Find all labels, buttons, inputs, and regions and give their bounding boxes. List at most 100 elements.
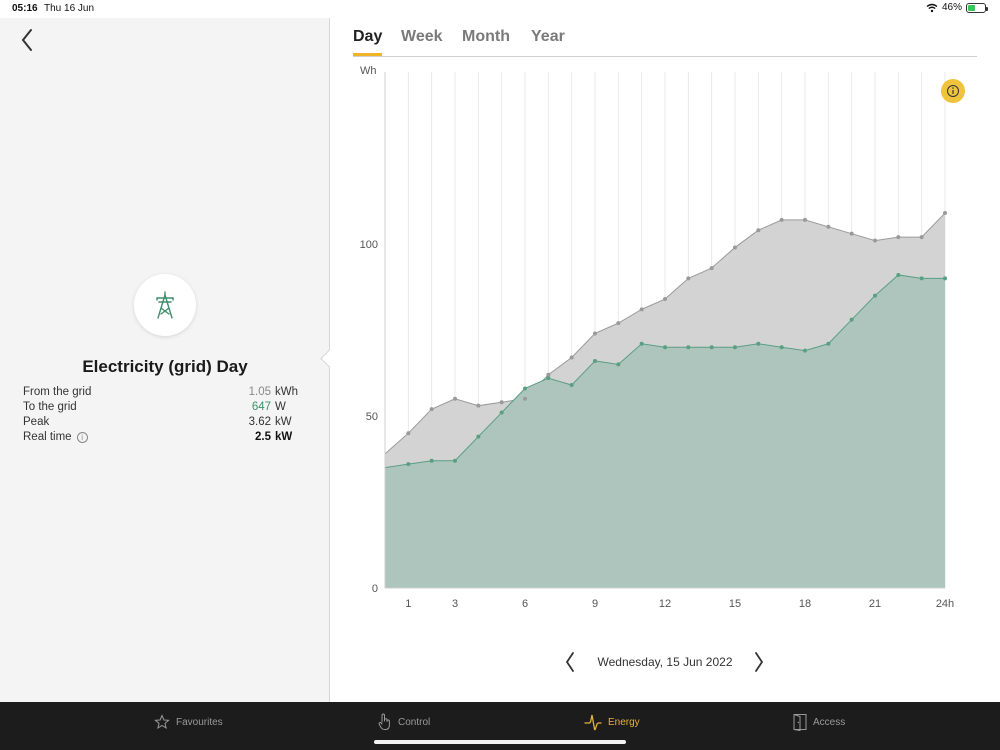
stat-value: 647 bbox=[251, 401, 271, 413]
device-icon-badge bbox=[134, 274, 196, 336]
stat-to-grid: To the grid 647 W bbox=[23, 401, 298, 416]
series-1-point bbox=[943, 276, 947, 281]
stat-from-grid: From the grid 1.05 kWh bbox=[23, 386, 298, 401]
y-tick-label: 100 bbox=[360, 239, 378, 251]
battery-charging-icon bbox=[966, 2, 988, 13]
stat-label: Peak bbox=[23, 416, 50, 428]
device-title: Electricity (grid) Day bbox=[82, 357, 248, 376]
series-0-point bbox=[779, 217, 784, 222]
x-tick-label: 24h bbox=[936, 598, 954, 610]
series-1-point bbox=[406, 462, 411, 467]
x-tick-label: 1 bbox=[405, 598, 411, 610]
star-icon bbox=[154, 714, 170, 730]
back-button[interactable] bbox=[16, 26, 40, 54]
series-0-point bbox=[756, 228, 761, 233]
tab-month[interactable]: Month bbox=[462, 28, 510, 45]
door-icon bbox=[793, 714, 807, 731]
series-0-point bbox=[686, 276, 691, 281]
status-indicators: 46% bbox=[926, 2, 988, 13]
series-1-point bbox=[849, 317, 854, 322]
tabbar-control[interactable]: Control bbox=[378, 712, 430, 732]
tabbar-access[interactable]: Access bbox=[793, 712, 845, 732]
current-date: Wednesday, 15 Jun 2022 bbox=[597, 655, 733, 669]
series-0-point bbox=[733, 245, 737, 250]
x-tick-label: 15 bbox=[729, 598, 741, 610]
tabbar-label: Access bbox=[813, 716, 846, 728]
stat-peak: Peak 3.62 kW bbox=[23, 416, 298, 431]
stat-value: 1.05 bbox=[248, 386, 271, 398]
series-1-point bbox=[429, 458, 434, 463]
info-icon[interactable] bbox=[941, 79, 965, 103]
series-1-point bbox=[453, 458, 457, 463]
status-bar: 05:16 Thu 16 Jun 46% bbox=[0, 0, 1000, 18]
series-1-point bbox=[499, 410, 504, 415]
x-tick-label: 6 bbox=[522, 598, 528, 610]
x-tick-label: 18 bbox=[799, 598, 811, 610]
stat-label: To the grid bbox=[23, 401, 77, 413]
tabbar-energy[interactable]: Energy bbox=[584, 712, 640, 732]
next-day-button[interactable] bbox=[751, 650, 767, 674]
series-1-point bbox=[756, 341, 761, 346]
chevron-left-icon bbox=[21, 29, 32, 51]
series-1-point bbox=[523, 386, 527, 391]
tabbar-favourites[interactable]: Favourites bbox=[154, 712, 223, 732]
chevron-right-icon bbox=[755, 652, 764, 672]
battery-percent: 46% bbox=[941, 2, 962, 13]
status-time: 05:16 bbox=[12, 3, 38, 14]
stat-unit: kW bbox=[275, 416, 292, 428]
series-0-point bbox=[616, 321, 621, 326]
series-1-point bbox=[639, 341, 644, 346]
chevron-left-icon bbox=[565, 652, 574, 672]
series-1-point bbox=[663, 345, 667, 350]
y-axis-label: Wh bbox=[360, 65, 377, 77]
series-0-point bbox=[429, 407, 434, 412]
tab-year[interactable]: Year bbox=[531, 28, 565, 45]
tabbar-label: Control bbox=[398, 716, 431, 728]
x-tick-label: 21 bbox=[869, 598, 881, 610]
series-1-point bbox=[569, 383, 574, 388]
stat-unit: kW bbox=[275, 431, 293, 443]
hand-touch-icon bbox=[378, 713, 390, 730]
series-0-point bbox=[406, 431, 411, 436]
series-1-point bbox=[919, 276, 924, 281]
battery-level bbox=[968, 4, 976, 11]
series-0-point bbox=[873, 238, 877, 243]
series-0-point bbox=[546, 372, 551, 377]
x-tick-label: 3 bbox=[452, 598, 458, 610]
period-tabs: Day Week Month Year bbox=[353, 28, 977, 57]
stat-real-time: Real time i 2.5 kW bbox=[23, 431, 298, 446]
x-tick-label: 9 bbox=[592, 598, 598, 610]
series-0-point bbox=[523, 396, 527, 401]
tabbar-label: Favourites bbox=[176, 716, 223, 728]
tab-day[interactable]: Day bbox=[353, 28, 383, 45]
device-detail-pane: Electricity (grid) Day From the grid 1.0… bbox=[0, 18, 330, 702]
series-0-point bbox=[919, 235, 924, 240]
series-1-point bbox=[873, 293, 877, 298]
series-1-point bbox=[616, 362, 621, 367]
tab-week[interactable]: Week bbox=[401, 28, 443, 45]
stat-unit: W bbox=[275, 401, 286, 413]
y-tick-label: 50 bbox=[366, 411, 378, 423]
series-0-point bbox=[476, 403, 481, 408]
stat-label: From the grid bbox=[23, 386, 92, 398]
series-1-point bbox=[733, 345, 737, 350]
series-0-point bbox=[453, 396, 457, 401]
stat-value: 2.5 bbox=[255, 431, 271, 443]
tabbar-label: Energy bbox=[608, 716, 640, 728]
stat-label-real-time: Real time i bbox=[23, 431, 88, 443]
date-navigation: Wednesday, 15 Jun 2022 bbox=[560, 648, 770, 676]
series-0-point bbox=[803, 217, 807, 222]
series-1-point bbox=[803, 348, 807, 353]
info-icon[interactable]: i bbox=[76, 431, 88, 443]
series-1-point bbox=[546, 376, 551, 381]
series-0-point bbox=[639, 307, 644, 312]
series-0-point bbox=[709, 266, 714, 271]
series-0-point bbox=[499, 400, 504, 405]
y-tick-label: 0 bbox=[372, 583, 378, 595]
active-tab-indicator bbox=[353, 53, 382, 56]
power-pylon-icon bbox=[156, 291, 174, 319]
home-indicator bbox=[374, 740, 626, 744]
series-0-point bbox=[663, 297, 667, 302]
previous-day-button[interactable] bbox=[562, 650, 578, 674]
stat-unit: kWh bbox=[275, 386, 298, 398]
